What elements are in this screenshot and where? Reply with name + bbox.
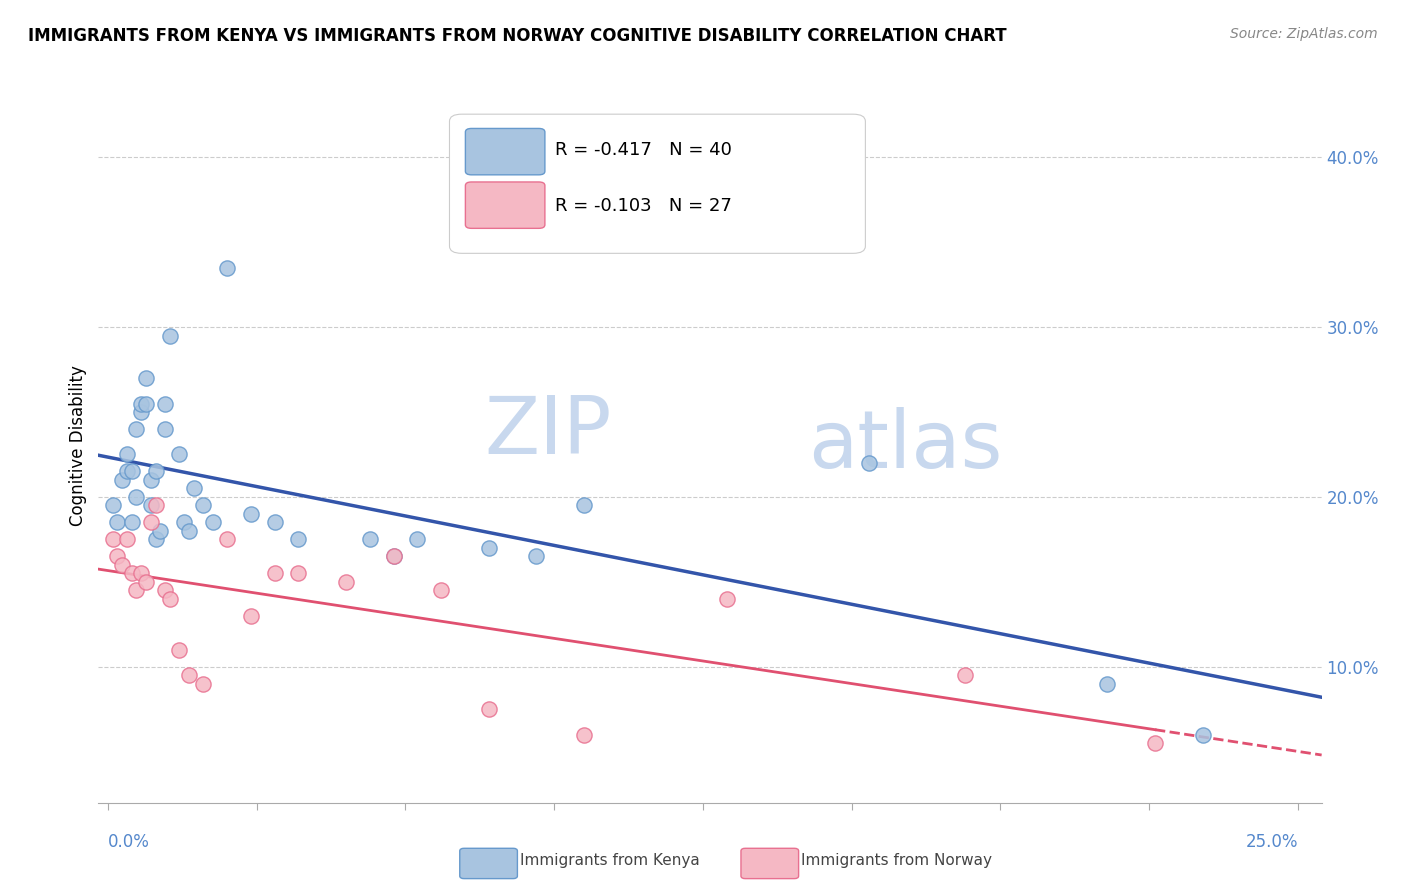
Point (111, 473, 134, 487)
Y-axis label: Cognitive Disability: Cognitive Disability (69, 366, 87, 526)
Point (169, 448, 191, 462)
Point (524, 549, 547, 564)
Point (101, 499, 124, 513)
Text: IMMIGRANTS FROM KENYA VS IMMIGRANTS FROM NORWAY COGNITIVE DISABILITY CORRELATION: IMMIGRANTS FROM KENYA VS IMMIGRANTS FROM… (28, 27, 1007, 45)
Point (382, 549, 405, 564)
Point (191, 677, 214, 691)
Point (263, 516, 285, 530)
Point (572, 499, 595, 513)
Point (153, 583, 176, 598)
Point (177, 668, 200, 682)
Point (139, 499, 162, 513)
Point (215, 533, 238, 547)
Point (382, 549, 405, 564)
Point (121, 566, 143, 581)
FancyBboxPatch shape (465, 182, 546, 228)
Point (169, 643, 191, 657)
Point (125, 583, 148, 598)
Point (135, 371, 157, 385)
Point (125, 422, 148, 436)
Point (858, 456, 880, 470)
Point (121, 465, 143, 479)
Text: Immigrants from Kenya: Immigrants from Kenya (520, 854, 700, 868)
Point (1191, 728, 1213, 742)
Point (478, 541, 501, 555)
Point (239, 507, 262, 521)
Point (159, 328, 181, 343)
FancyBboxPatch shape (450, 114, 865, 253)
Point (107, 549, 129, 564)
Point (359, 533, 381, 547)
Point (191, 499, 214, 513)
Point (107, 516, 129, 530)
Point (111, 558, 134, 572)
Point (153, 396, 176, 410)
Point (287, 566, 309, 581)
Point (139, 516, 162, 530)
Point (129, 566, 152, 581)
Text: atlas: atlas (808, 407, 1002, 485)
Point (115, 465, 138, 479)
Point (177, 524, 200, 538)
Point (159, 591, 181, 606)
Point (115, 448, 138, 462)
Point (145, 465, 167, 479)
Point (173, 516, 195, 530)
Point (572, 728, 595, 742)
Point (145, 533, 167, 547)
Point (716, 591, 738, 606)
Text: R = -0.103   N = 27: R = -0.103 N = 27 (555, 196, 731, 214)
Point (406, 533, 429, 547)
Text: Source: ZipAtlas.com: Source: ZipAtlas.com (1230, 27, 1378, 41)
Point (139, 473, 162, 487)
Point (135, 396, 157, 410)
Point (1144, 736, 1167, 750)
Point (335, 574, 357, 589)
Point (153, 422, 176, 436)
Text: R = -0.417   N = 40: R = -0.417 N = 40 (555, 141, 731, 159)
Point (129, 396, 152, 410)
Point (101, 533, 124, 547)
Point (183, 482, 205, 496)
Point (129, 405, 152, 419)
Point (201, 516, 224, 530)
Text: 0.0%: 0.0% (108, 833, 150, 851)
Text: Immigrants from Norway: Immigrants from Norway (801, 854, 993, 868)
Point (135, 574, 157, 589)
Point (953, 668, 976, 682)
Point (1097, 677, 1119, 691)
Text: ZIP: ZIP (485, 392, 612, 471)
Point (145, 499, 167, 513)
Point (115, 533, 138, 547)
Point (149, 524, 172, 538)
Point (125, 490, 148, 504)
Point (239, 608, 262, 623)
Point (215, 260, 238, 275)
Point (287, 533, 309, 547)
Point (121, 516, 143, 530)
Point (430, 583, 453, 598)
Point (263, 566, 285, 581)
FancyBboxPatch shape (465, 128, 546, 175)
Point (478, 702, 501, 716)
Text: 25.0%: 25.0% (1246, 833, 1298, 851)
